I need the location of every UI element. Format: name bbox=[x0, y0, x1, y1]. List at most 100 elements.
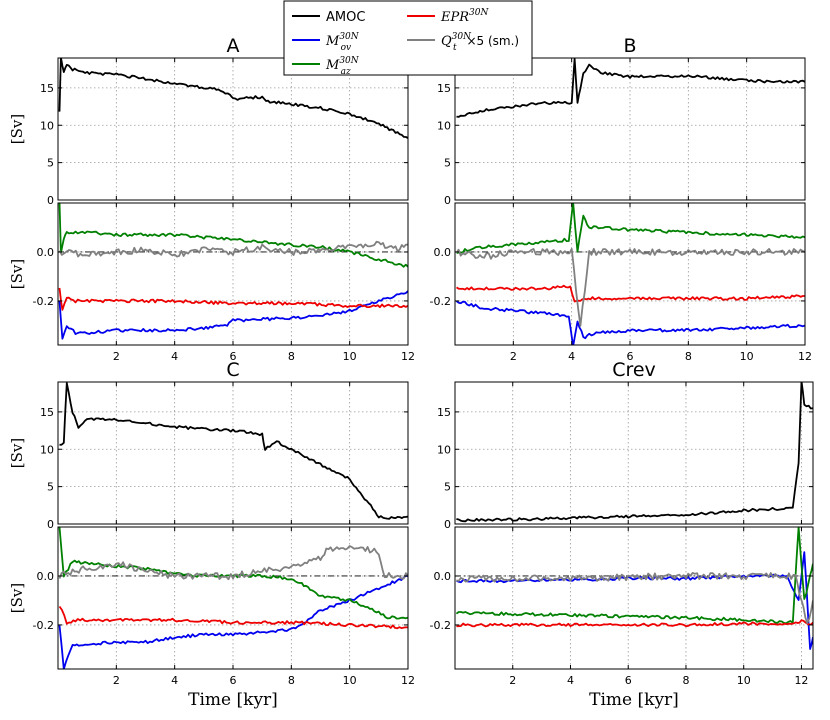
xtick-label: 8 bbox=[288, 350, 295, 363]
xtick-label: 12 bbox=[401, 674, 415, 687]
legend-label-sup: 30N bbox=[339, 56, 359, 66]
ytick-label: 0.0 bbox=[434, 246, 452, 259]
xtick-label: 4 bbox=[171, 350, 178, 363]
xtick-label: 10 bbox=[740, 350, 754, 363]
legend-item-amoc: AMOC bbox=[292, 10, 365, 25]
xtick-label: 4 bbox=[567, 674, 574, 687]
ytick-label: 0.0 bbox=[37, 570, 55, 583]
ytick-label: -0.2 bbox=[430, 619, 451, 632]
legend-item-maz: M30N az bbox=[292, 56, 360, 77]
legend-label-sub: t bbox=[453, 43, 457, 53]
panel-title-Crev: Crev bbox=[612, 359, 656, 381]
legend-label-maz: M30N az bbox=[325, 56, 360, 77]
series-Qt-line bbox=[58, 545, 408, 581]
legend-label-sub: ov bbox=[341, 43, 352, 53]
ytick-label: 15 bbox=[40, 406, 54, 419]
series-Maz-line bbox=[455, 527, 813, 625]
xtick-label: 12 bbox=[794, 674, 808, 687]
ytick-label: 10 bbox=[437, 119, 451, 132]
legend-label-main: M bbox=[325, 58, 340, 73]
ytick-label: 15 bbox=[437, 82, 451, 95]
subplot-B-top: 0 5 10 15 B bbox=[437, 35, 806, 207]
xtick-label: 10 bbox=[343, 674, 357, 687]
series-AMOC-line bbox=[456, 382, 813, 523]
series-Mov-line bbox=[58, 290, 408, 340]
panel-title-A: A bbox=[227, 35, 240, 57]
ytick-label: -0.2 bbox=[33, 619, 54, 632]
legend-label-epr: EPR30N bbox=[440, 8, 489, 25]
ytick-label: 5 bbox=[47, 157, 54, 170]
xlabel: Time [kyr] bbox=[188, 690, 278, 710]
ytick-label: 15 bbox=[40, 82, 54, 95]
ytick-label: 10 bbox=[40, 443, 54, 456]
ytick-label: 0 bbox=[47, 518, 54, 531]
plot-background bbox=[455, 527, 813, 669]
subplot-Crev-top: 0 5 10 15 Crev bbox=[437, 359, 814, 531]
series-group bbox=[456, 58, 805, 118]
legend-item-mov: M30N ov bbox=[292, 32, 360, 53]
series-Qt-line bbox=[58, 240, 408, 258]
series-EPR-line bbox=[456, 284, 805, 303]
ytick-label: 10 bbox=[40, 119, 54, 132]
legend-label-mov: M30N ov bbox=[325, 32, 360, 53]
legend-label-main: Q bbox=[441, 34, 452, 49]
xtick-label: 2 bbox=[509, 674, 516, 687]
plot-background bbox=[455, 382, 813, 524]
ytick-label: 5 bbox=[444, 481, 451, 494]
legend-item-qt: Q30N t ×5 (sm.) bbox=[407, 32, 519, 53]
legend-label-sup: 30N bbox=[452, 32, 472, 42]
xtick-label: 4 bbox=[171, 674, 178, 687]
xtick-label: 10 bbox=[343, 350, 357, 363]
legend-label-main: M bbox=[325, 34, 340, 49]
ytick-label: 0 bbox=[444, 518, 451, 531]
plot-background bbox=[455, 58, 805, 200]
subplot-C-top: 0 5 10 15 C [Sv] bbox=[8, 359, 409, 531]
xtick-label: 2 bbox=[113, 674, 120, 687]
series-group bbox=[456, 382, 813, 523]
ytick-label: 0 bbox=[47, 194, 54, 207]
xtick-label: 6 bbox=[625, 674, 632, 687]
legend-label-qt: Q30N t ×5 (sm.) bbox=[441, 32, 519, 53]
series-group bbox=[58, 527, 408, 669]
plot-background bbox=[58, 58, 408, 200]
xtick-label: 2 bbox=[510, 350, 517, 363]
legend-box bbox=[283, 0, 533, 76]
xtick-label: 10 bbox=[737, 674, 751, 687]
ylabel: [Sv] bbox=[8, 259, 26, 289]
ylabel: [Sv] bbox=[8, 583, 26, 613]
xlabel: Time [kyr] bbox=[589, 690, 679, 710]
ytick-label: -0.2 bbox=[430, 295, 451, 308]
plot-frame bbox=[454, 381, 814, 525]
subplot-Crev-bottom: -0.2 0.0 2 4 6 8 10 12 Time [kyr] bbox=[430, 526, 814, 710]
ytick-label: 5 bbox=[444, 157, 451, 170]
legend-item-epr: EPR30N bbox=[407, 8, 489, 25]
series-Maz-line bbox=[58, 203, 408, 268]
ytick-label: 15 bbox=[437, 406, 451, 419]
ytick-label: 0.0 bbox=[434, 570, 452, 583]
legend-label-amoc: AMOC bbox=[326, 10, 365, 25]
legend-label-suffix: ×5 (sm.) bbox=[463, 34, 519, 48]
series-AMOC-line bbox=[456, 58, 805, 118]
series-Maz-line bbox=[456, 203, 805, 254]
series-AMOC-line bbox=[58, 58, 408, 139]
legend-label-sup: 30N bbox=[469, 8, 489, 18]
series-AMOC-line bbox=[59, 382, 408, 520]
legend-label-main: EPR bbox=[440, 10, 469, 25]
xtick-label: 8 bbox=[685, 350, 692, 363]
xtick-label: 8 bbox=[288, 674, 295, 687]
series-EPR-line bbox=[58, 605, 408, 630]
ytick-label: 10 bbox=[437, 443, 451, 456]
ytick-label: 0 bbox=[444, 194, 451, 207]
xtick-label: 6 bbox=[230, 350, 237, 363]
plot-background bbox=[58, 203, 408, 345]
legend-label-sup: 30N bbox=[339, 32, 359, 42]
xtick-label: 12 bbox=[798, 350, 812, 363]
subplot-C-bottom: -0.2 0.0 2 4 6 8 10 12 [Sv] Time [kyr] bbox=[8, 526, 415, 710]
plot-background bbox=[58, 527, 408, 669]
series-EPR-line bbox=[456, 619, 813, 628]
subplot-A-bottom: -0.2 0.0 2 4 6 8 10 12 [Sv] bbox=[8, 202, 415, 363]
xtick-label: 6 bbox=[627, 350, 634, 363]
ylabel: [Sv] bbox=[8, 438, 26, 468]
